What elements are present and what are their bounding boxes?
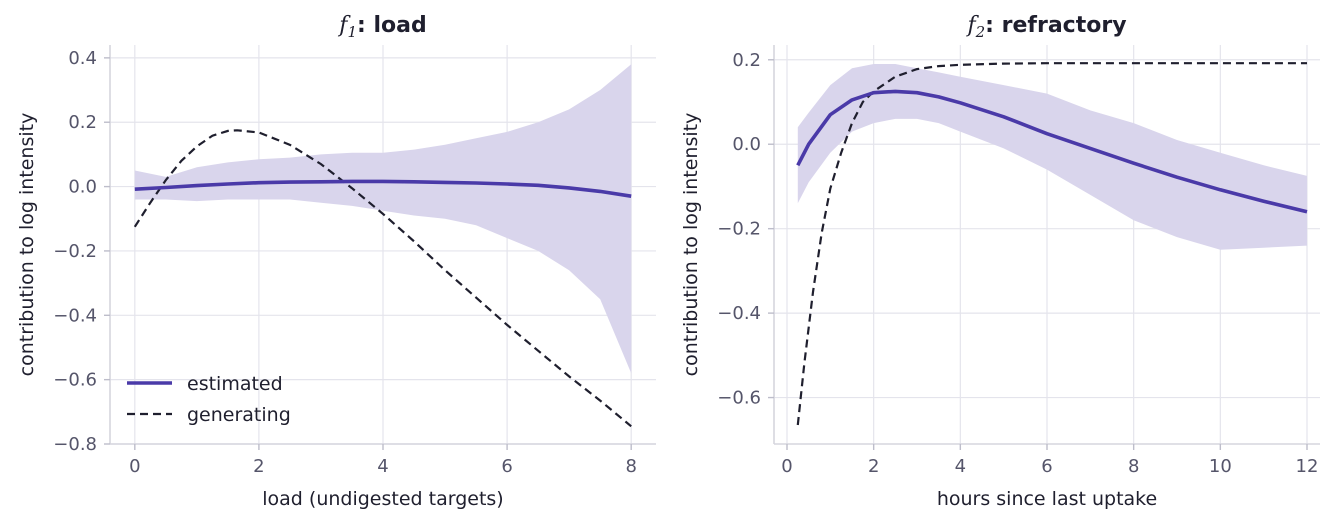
x-tick-label: 6 <box>501 456 512 477</box>
y-axis-label: contribution to log intensity <box>16 113 38 377</box>
x-tick-label: 2 <box>868 456 879 477</box>
panel-1: 0 2 4 6 8 −0.8 −0.6 −0.4 −0.2 0.0 0.2 0.4 f1: load lo… <box>16 13 656 510</box>
x-tick-label: 0 <box>781 456 792 477</box>
x-tick-label: 4 <box>955 456 966 477</box>
x-axis-label: hours since last uptake <box>937 488 1157 510</box>
generating-line <box>796 62 1307 426</box>
x-tick-label: 6 <box>1041 456 1052 477</box>
y-tick-label: −0.4 <box>717 303 761 324</box>
x-tick-label: 0 <box>129 456 140 477</box>
y-tick-label: 0.2 <box>732 50 761 71</box>
x-tick-label: 12 <box>1296 456 1319 477</box>
y-tick-label: −0.2 <box>53 241 97 262</box>
y-tick-label: −0.8 <box>53 434 97 455</box>
y-tick-label: 0.0 <box>732 134 761 155</box>
x-tick-label: 8 <box>1128 456 1139 477</box>
x-tick-label: 8 <box>625 456 636 477</box>
x-tick-label: 10 <box>1209 456 1232 477</box>
x-tick-label: 2 <box>253 456 264 477</box>
y-tick-label: 0.4 <box>68 48 97 69</box>
estimated-confidence-band <box>797 64 1307 250</box>
y-tick-label: −0.6 <box>717 388 761 409</box>
x-tick-label: 4 <box>377 456 388 477</box>
estimated-line <box>134 179 632 198</box>
legend-estimated-label: estimated <box>187 373 283 395</box>
y-tick-label: −0.4 <box>53 305 97 326</box>
panel-title: f2: refractory <box>965 13 1126 41</box>
estimated-line <box>796 89 1308 214</box>
legend-generating-label: generating <box>187 404 291 426</box>
x-axis-label: load (undigested targets) <box>262 488 503 510</box>
y-tick-label: −0.6 <box>53 370 97 391</box>
legend: estimated generating <box>127 373 291 426</box>
y-tick-label: −0.2 <box>717 219 761 240</box>
estimated-confidence-band <box>134 64 632 374</box>
y-tick-label: 0.2 <box>68 112 97 133</box>
panel-title: f1: load <box>337 13 426 41</box>
y-axis-label: contribution to log intensity <box>680 113 702 377</box>
panel-2: 0 2 4 6 8 10 12 −0.6 −0.4 −0.2 0.0 0.2 f2: refractor… <box>680 13 1320 510</box>
y-tick-label: 0.0 <box>68 177 97 198</box>
generating-line <box>133 129 632 428</box>
